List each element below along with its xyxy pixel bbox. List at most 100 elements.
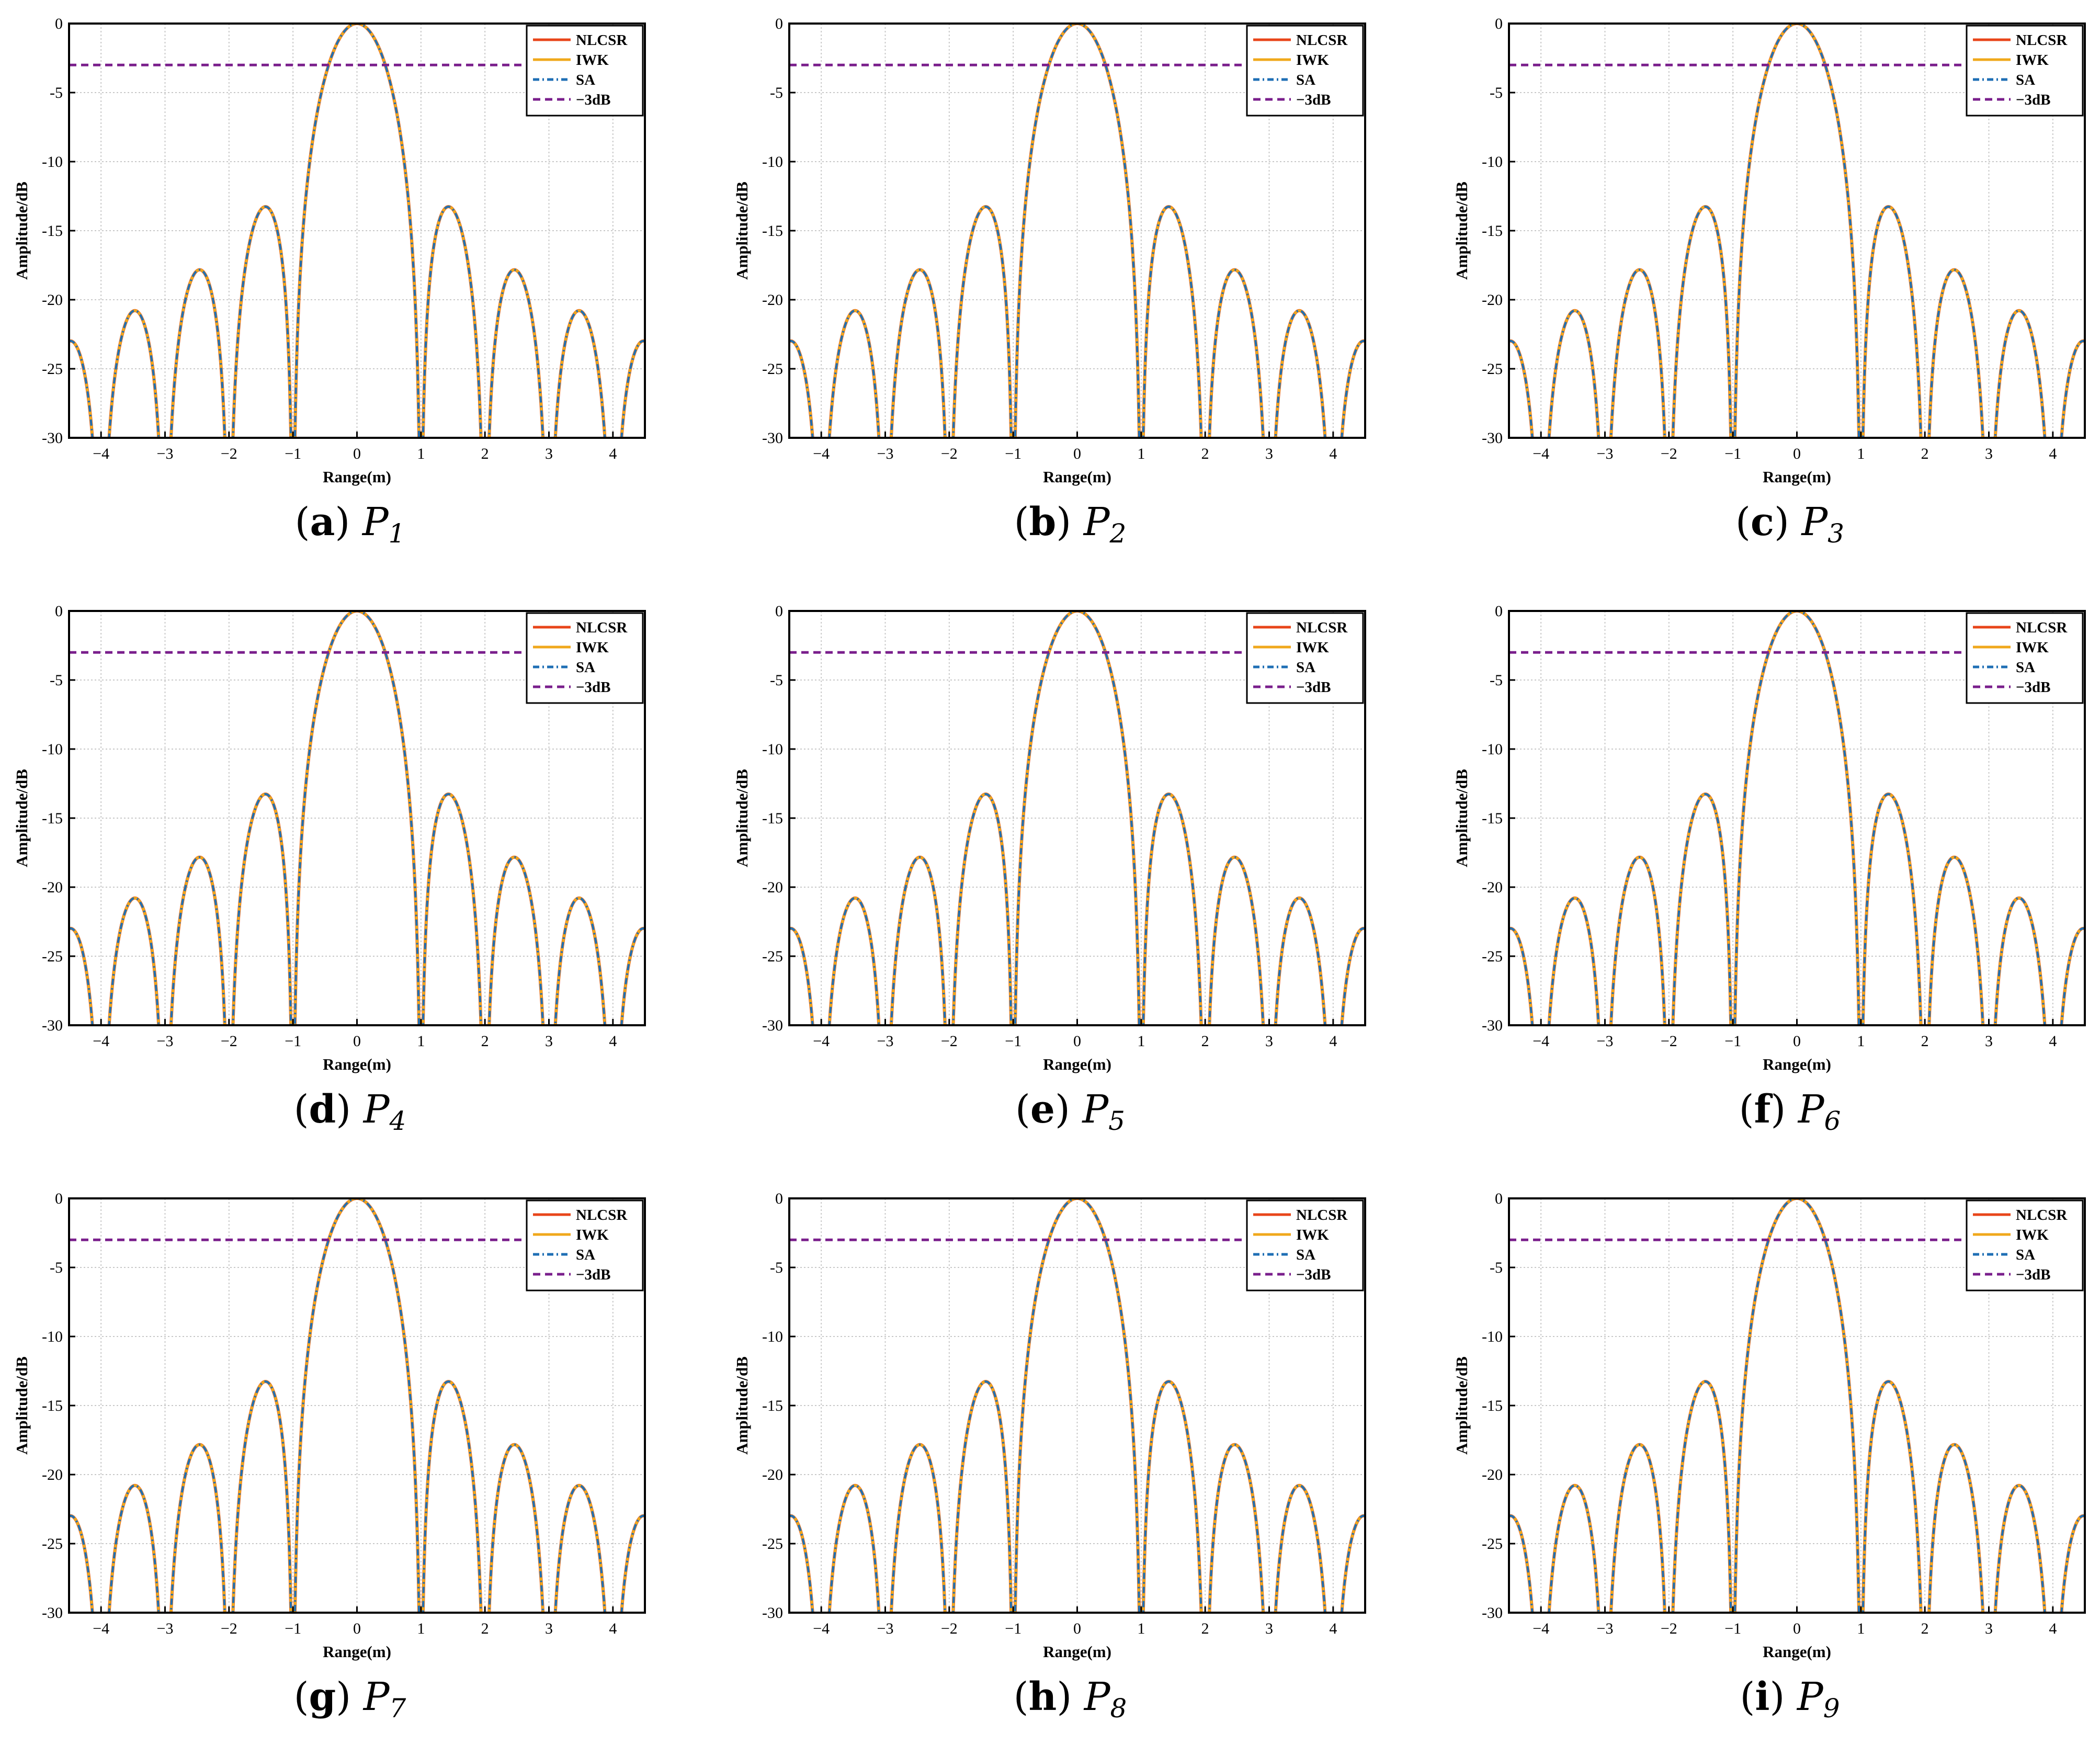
x-tick-label: −1	[1005, 445, 1021, 462]
legend-label: SA	[576, 72, 595, 88]
x-axis-label: Range(m)	[1763, 1642, 1831, 1661]
y-tick-label: -25	[762, 360, 783, 378]
chart-svg: −4 −3 −2 −1 0 1 2 3 4 0 -5 -10 -15 -20 -25 -30 Range(m) A…	[13, 15, 646, 486]
chart-panel-f: −4 −3 −2 −1 0 1 2 3 4 0 -5 -10 -15 -20 -25 -30 Range(m) A…	[1440, 587, 2100, 1169]
x-tick-label: −4	[813, 445, 830, 462]
x-tick-label: 0	[1793, 1033, 1801, 1050]
legend-label: −3dB	[1296, 679, 1331, 696]
y-axis-label: Amplitude/dB	[13, 1356, 31, 1455]
caption-subscript: 5	[1108, 1106, 1125, 1136]
x-tick-label: 2	[1921, 1620, 1929, 1637]
x-tick-label: 0	[353, 445, 361, 462]
x-tick-label: −3	[1597, 1620, 1614, 1637]
x-tick-label: −2	[221, 1033, 237, 1050]
legend-label: IWK	[2016, 639, 2049, 656]
x-tick-label: 0	[1073, 1620, 1081, 1637]
legend-label: IWK	[576, 52, 609, 69]
caption-letter: (c)	[1735, 500, 1802, 545]
x-tick-label: 0	[353, 1033, 361, 1050]
y-tick-label: -30	[42, 1017, 63, 1034]
y-tick-label: -20	[762, 1466, 783, 1483]
y-tick-label: -5	[50, 1259, 63, 1276]
x-tick-label: 2	[481, 445, 489, 462]
x-tick-label: 4	[609, 1033, 617, 1050]
y-tick-label: -15	[762, 810, 783, 827]
legend-label: IWK	[2016, 52, 2049, 69]
y-tick-label: -25	[1482, 1535, 1503, 1553]
x-axis-label: Range(m)	[1043, 468, 1111, 486]
caption-letter: (i)	[1740, 1674, 1797, 1719]
y-tick-label: -30	[1482, 1604, 1503, 1622]
x-tick-label: −2	[941, 1620, 958, 1637]
legend-label: −3dB	[576, 92, 611, 108]
legend-label: SA	[576, 659, 595, 676]
y-tick-label: -25	[42, 948, 63, 965]
y-tick-label: -15	[1482, 1397, 1503, 1414]
x-tick-label: −1	[1724, 445, 1741, 462]
x-tick-label: 3	[1265, 445, 1273, 462]
caption-subscript: 2	[1109, 518, 1127, 549]
y-tick-label: 0	[55, 15, 63, 32]
legend-label: −3dB	[1296, 92, 1331, 108]
caption-letter: (d)	[293, 1087, 364, 1132]
y-tick-label: -15	[42, 222, 63, 240]
chart-panel-b: −4 −3 −2 −1 0 1 2 3 4 0 -5 -10 -15 -20 -25 -30 Range(m) A…	[720, 0, 1420, 581]
y-axis-label: Amplitude/dB	[13, 769, 31, 867]
panel-caption: (f) P6	[1440, 1087, 2100, 1136]
x-tick-label: 1	[1857, 1033, 1865, 1050]
panel-caption: (h) P8	[720, 1674, 1420, 1724]
x-axis-label: Range(m)	[323, 468, 391, 486]
x-tick-label: 3	[545, 1033, 553, 1050]
chart-panel-e: −4 −3 −2 −1 0 1 2 3 4 0 -5 -10 -15 -20 -25 -30 Range(m) A…	[720, 587, 1420, 1169]
legend-label: IWK	[576, 639, 609, 656]
caption-variable: P	[363, 1087, 390, 1132]
caption-variable: P	[1801, 500, 1828, 545]
x-tick-label: −4	[1533, 1620, 1549, 1637]
caption-variable: P	[1797, 1674, 1823, 1719]
caption-subscript: 4	[389, 1106, 406, 1136]
y-tick-label: -5	[1490, 1259, 1503, 1276]
legend-label: SA	[1296, 72, 1315, 88]
x-tick-label: −2	[941, 1033, 958, 1050]
chart-svg: −4 −3 −2 −1 0 1 2 3 4 0 -5 -10 -15 -20 -25 -30 Range(m) A…	[1452, 603, 2086, 1073]
y-tick-label: 0	[1495, 603, 1503, 620]
legend-label: SA	[1296, 1247, 1315, 1263]
panel-caption: (g) P7	[0, 1674, 700, 1724]
caption-subscript: 6	[1824, 1106, 1841, 1136]
y-axis-label: Amplitude/dB	[733, 769, 751, 867]
legend-label: IWK	[2016, 1227, 2049, 1243]
chart-svg: −4 −3 −2 −1 0 1 2 3 4 0 -5 -10 -15 -20 -25 -30 Range(m) A…	[733, 1190, 1366, 1661]
caption-letter: (a)	[294, 500, 362, 545]
legend-label: IWK	[1296, 52, 1329, 69]
legend-label: −3dB	[2016, 1266, 2051, 1283]
caption-letter: (b)	[1014, 500, 1084, 545]
legend-label: NLCSR	[1296, 32, 1348, 49]
y-tick-label: -10	[42, 153, 63, 171]
x-tick-label: 1	[417, 1620, 425, 1637]
y-tick-label: -10	[42, 1328, 63, 1345]
x-tick-label: −1	[1005, 1033, 1021, 1050]
x-tick-label: −1	[285, 445, 301, 462]
y-tick-label: -30	[1482, 429, 1503, 447]
x-tick-label: 3	[1985, 1620, 1993, 1637]
y-tick-label: -30	[762, 429, 783, 447]
x-tick-label: −3	[877, 1620, 894, 1637]
y-tick-label: -20	[42, 1466, 63, 1483]
y-tick-label: -15	[762, 222, 783, 240]
legend-label: IWK	[1296, 639, 1329, 656]
y-tick-label: -10	[1482, 1328, 1503, 1345]
y-tick-label: 0	[1495, 1190, 1503, 1207]
caption-subscript: 7	[389, 1693, 406, 1724]
x-tick-label: −4	[93, 445, 109, 462]
x-tick-label: −4	[813, 1033, 830, 1050]
legend-label: NLCSR	[576, 32, 628, 49]
legend-label: NLCSR	[2016, 619, 2068, 636]
x-tick-label: −2	[1661, 1033, 1677, 1050]
legend-label: −3dB	[1296, 1266, 1331, 1283]
x-tick-label: −2	[221, 445, 237, 462]
legend-label: SA	[2016, 659, 2035, 676]
y-axis-label: Amplitude/dB	[1452, 182, 1471, 280]
y-tick-label: -30	[42, 429, 63, 447]
x-tick-label: 1	[417, 1033, 425, 1050]
legend-label: NLCSR	[1296, 619, 1348, 636]
